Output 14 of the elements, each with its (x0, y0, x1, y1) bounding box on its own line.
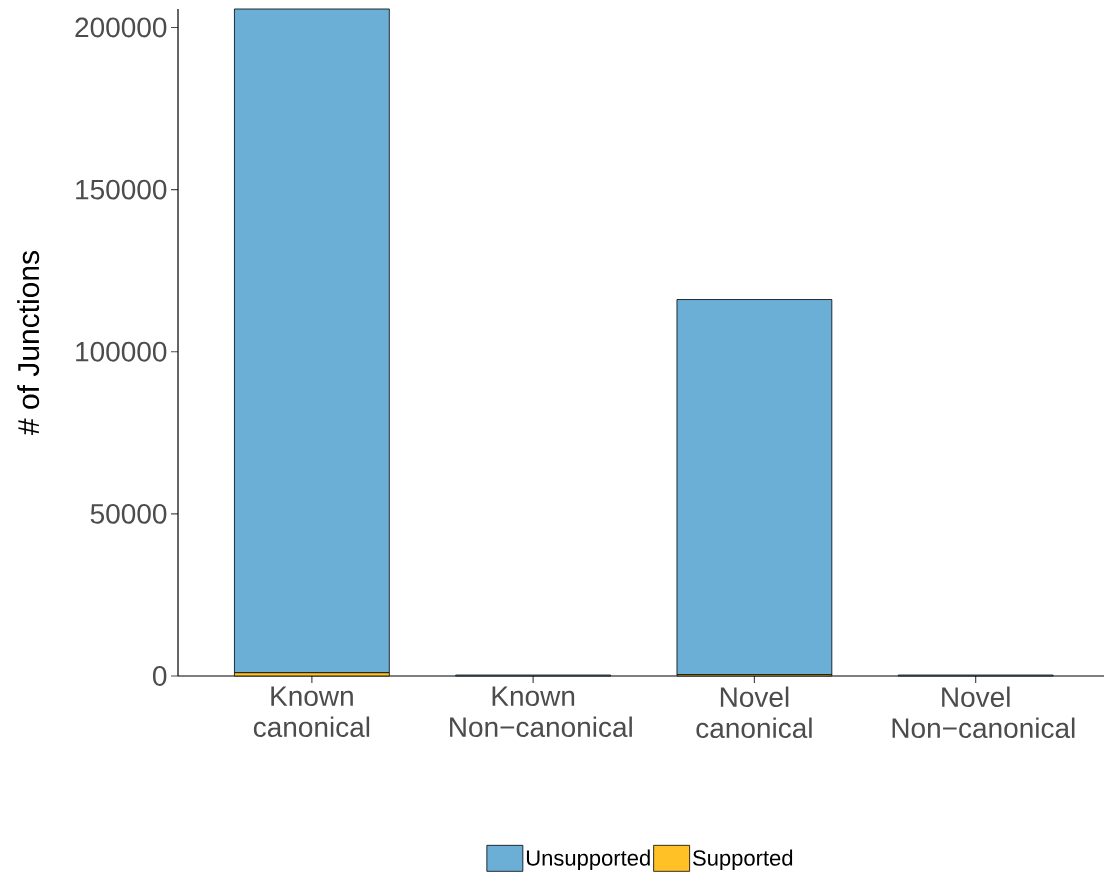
legend-label: Supported (693, 849, 793, 871)
y-tick-label: 150000 (76, 179, 167, 200)
x-tick-label: Novel canonical (696, 686, 812, 739)
bar (676, 299, 833, 676)
x-tick-label: Known canonical (253, 686, 370, 738)
y-tick-label: 50000 (90, 503, 167, 524)
y-tick-label: 200000 (75, 17, 167, 38)
legend-label: Unsupported (526, 849, 650, 871)
bar (234, 8, 390, 674)
y-axis-title: # of Junctions (17, 251, 40, 435)
x-tick-label: Known Non−canonical (450, 686, 632, 738)
x-tick-label: Novel Non−canonical (892, 686, 1075, 739)
y-tick-label: 100000 (76, 341, 167, 362)
y-tick-label: 0 (153, 666, 167, 686)
